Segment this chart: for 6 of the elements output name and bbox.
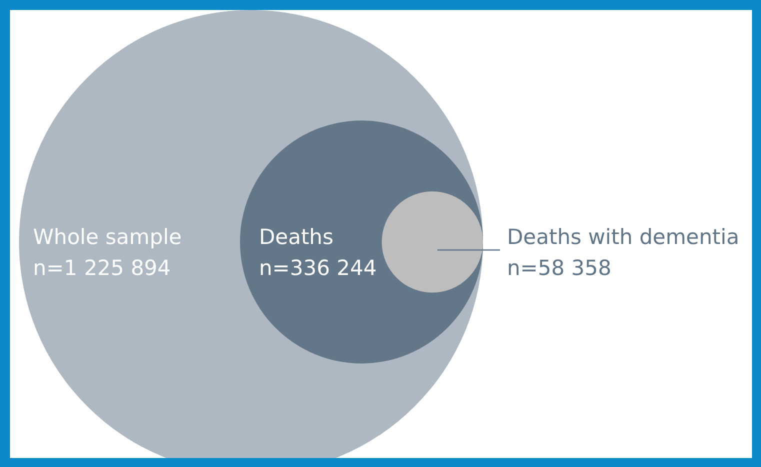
category-label: Deaths [258,225,334,249]
data-label: n=58 358 [507,256,612,280]
data-label: n=1 225 894 [33,256,171,280]
category-label: Deaths with dementia [507,225,740,249]
category-label: Whole sample [33,225,182,249]
data-label: n=336 244 [258,256,377,280]
